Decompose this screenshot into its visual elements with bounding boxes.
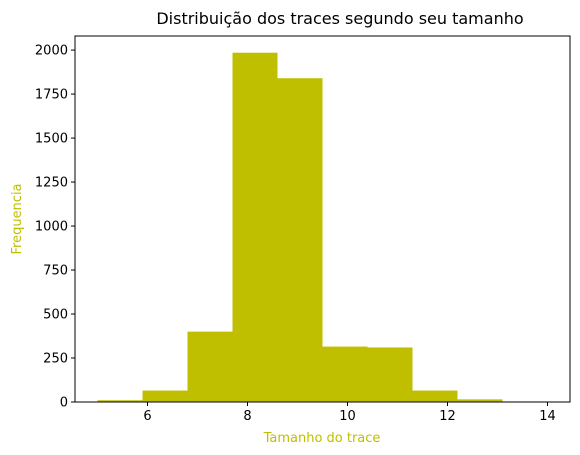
histogram-bar [143, 391, 188, 402]
y-tick-label: 0 [60, 396, 68, 411]
y-tick-label: 1250 [35, 176, 68, 191]
plot-area: 6 8 10 12 14 0 250 500 750 1000 1250 1500 1750 2000 [35, 36, 570, 424]
x-tick-label: 10 [339, 409, 356, 424]
y-axis-label: Frequencia [10, 183, 25, 254]
histogram-bar [278, 78, 323, 402]
histogram-bar [233, 53, 278, 402]
x-tick-label: 6 [143, 409, 151, 424]
histogram-bar [188, 332, 233, 402]
y-tick-label: 750 [43, 264, 68, 279]
x-axis-label: Tamanho do trace [263, 431, 381, 446]
y-tick-label: 2000 [35, 44, 68, 59]
x-tick-label: 14 [539, 409, 556, 424]
histogram-bar [413, 391, 458, 402]
histogram-bar [368, 347, 413, 402]
chart-title: Distribuição dos traces segundo seu tama… [156, 9, 523, 28]
y-tick-label: 250 [43, 352, 68, 367]
x-tick-label: 12 [439, 409, 456, 424]
y-tick-label: 1500 [35, 132, 68, 147]
y-tick-label: 1000 [35, 220, 68, 235]
x-tick-label: 8 [243, 409, 251, 424]
y-tick-label: 500 [43, 308, 68, 323]
histogram-bar [323, 347, 368, 402]
y-tick-label: 1750 [35, 88, 68, 103]
